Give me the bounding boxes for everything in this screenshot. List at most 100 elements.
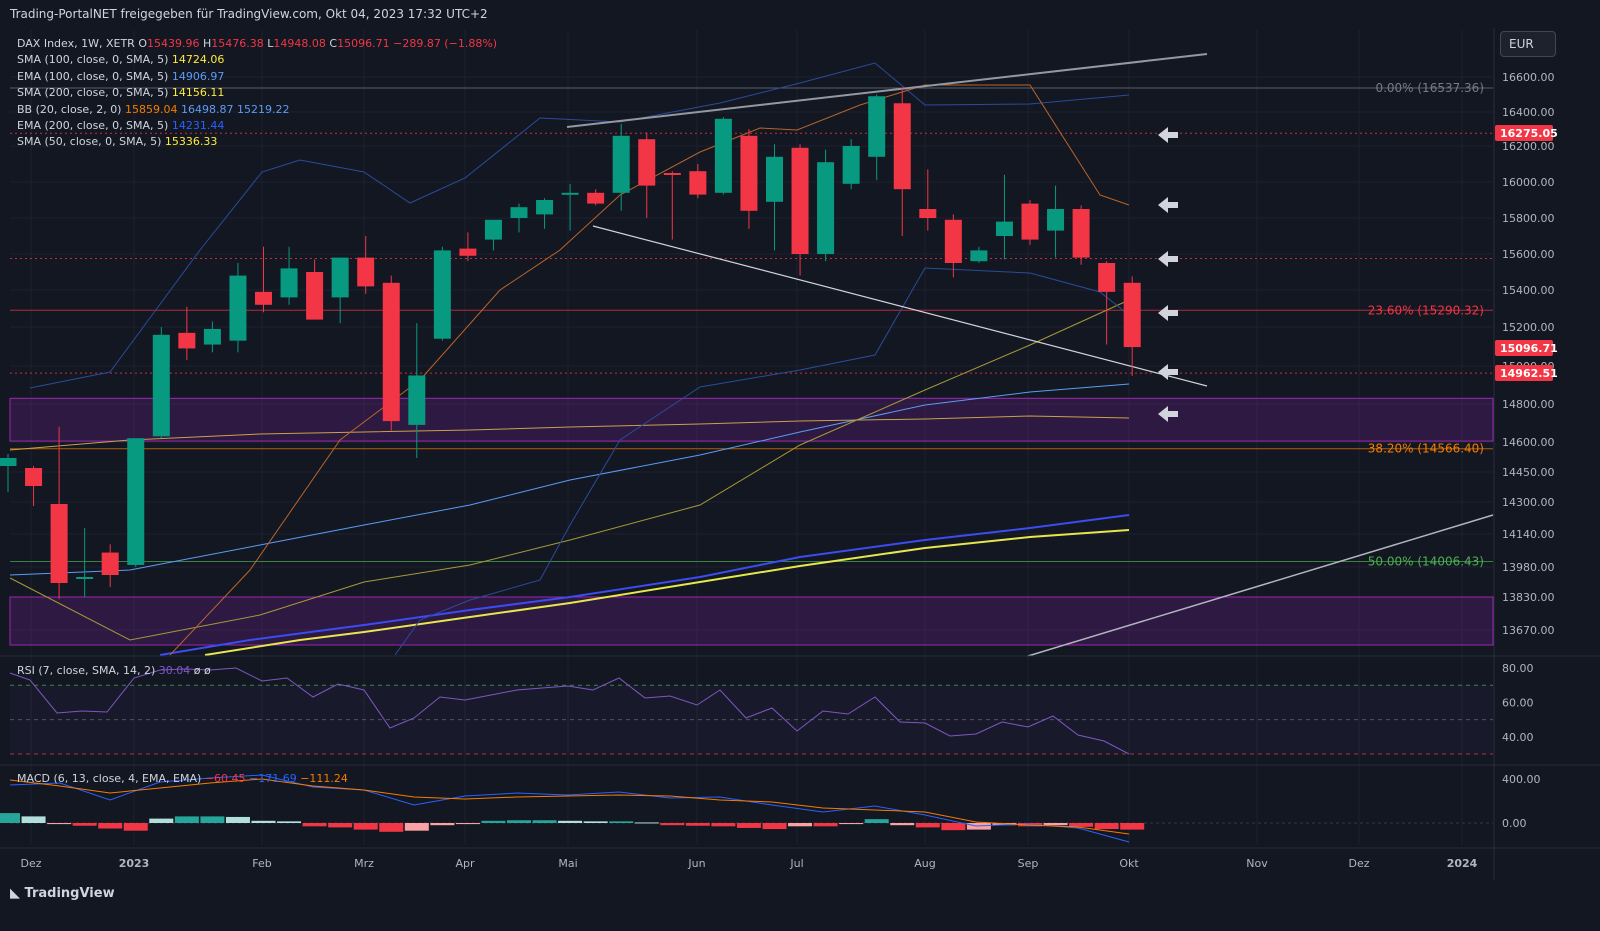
price-tag-label: 16275.05: [1500, 127, 1558, 140]
macd-signal-line: [9, 778, 1130, 835]
macd-histogram-bar: [200, 816, 225, 823]
macd-histogram-bar: [660, 823, 685, 826]
candle: [663, 171, 681, 240]
macd-histogram-bar: [21, 816, 46, 823]
price-tick-label: 14800.00: [1502, 398, 1555, 411]
bb-basis-value: 15859.04: [124, 102, 178, 116]
legend-sma100[interactable]: SMA (100, close, 0, SMA, 5) 14724.06: [17, 52, 497, 68]
macd-tick-label: 400.00: [1502, 773, 1541, 786]
macd-histogram-bar: [507, 820, 531, 823]
candle: [255, 246, 272, 313]
macd-histogram-bar: [1120, 823, 1145, 830]
macd-histogram-bar: [353, 823, 378, 830]
candle-body: [25, 468, 43, 486]
price-tick-label: 15800.00: [1502, 212, 1555, 225]
candle-body: [1072, 209, 1090, 258]
time-axis-label: Apr: [455, 857, 475, 870]
rsi-legend[interactable]: RSI (7, close, SMA, 14, 2) 30.04 ø ø: [17, 664, 211, 677]
candle: [689, 164, 707, 199]
sma50-value: 15336.33: [164, 135, 218, 149]
candle-body: [893, 103, 911, 190]
time-axis-label: Sep: [1018, 857, 1039, 870]
price-tag-label: 14962.51: [1500, 367, 1558, 380]
tradingview-logo-icon: ◣: [10, 886, 25, 901]
candle-body: [766, 156, 783, 202]
macd-legend[interactable]: MACD (6, 13, close, 4, EMA, EMA) −60.45 …: [17, 772, 348, 785]
sma200-line: [204, 529, 1130, 656]
candle-body: [1047, 209, 1065, 231]
tradingview-logo[interactable]: ◣ TradingView: [10, 886, 115, 901]
candle-body: [995, 221, 1013, 236]
candle-body: [101, 552, 119, 575]
candle: [740, 129, 758, 229]
candle-body: [152, 334, 170, 437]
candle: [280, 246, 298, 305]
trendline-bottom: [1027, 514, 1494, 657]
time-axis-label: Okt: [1119, 857, 1139, 870]
bb-lower-line: [394, 267, 1130, 656]
candle: [842, 139, 860, 190]
candle-body: [50, 504, 68, 583]
rsi-tick-label: 40.00: [1502, 731, 1534, 744]
low-value: 14948.08: [273, 37, 326, 50]
time-axis-label: Mrz: [354, 857, 374, 870]
high-value: 15476.38: [211, 37, 264, 50]
candle: [714, 117, 732, 195]
macd-histogram-bar: [98, 823, 123, 829]
macd-histogram-bar: [225, 816, 250, 823]
legend-bb[interactable]: BB (20, close, 2, 0) 15859.04 16498.87 1…: [17, 102, 497, 118]
price-tick-label: 15600.00: [1502, 248, 1555, 261]
candle: [433, 246, 451, 341]
macd-histogram-bar: [890, 823, 915, 826]
macd-histogram-bar: [72, 823, 97, 826]
arrow-icon: [1158, 251, 1178, 267]
bb-upper-line: [29, 62, 1130, 389]
footer: [0, 880, 1600, 911]
candle-body: [357, 257, 375, 287]
candle: [0, 454, 17, 492]
legend-sma50[interactable]: SMA (50, close, 0, SMA, 5) 15336.33: [17, 134, 497, 150]
candle-body: [689, 171, 707, 195]
fib-label-3: 50.00% (14006.43): [1368, 555, 1484, 569]
candle: [101, 544, 119, 587]
legend-ema200[interactable]: EMA (200, close, 0, SMA, 5) 14231.44: [17, 118, 497, 134]
candle-body: [510, 207, 528, 218]
candle: [1098, 261, 1116, 345]
candle-body: [817, 162, 835, 254]
candle: [766, 144, 783, 251]
currency-button[interactable]: EUR: [1500, 31, 1556, 57]
candle-body: [459, 248, 477, 256]
rsi-extra: ø ø: [193, 664, 211, 677]
macd-histogram-bar: [839, 823, 864, 825]
legend-sma200[interactable]: SMA (200, close, 0, SMA, 5) 14156.11: [17, 85, 497, 101]
legend-ema100[interactable]: EMA (100, close, 0, SMA, 5) 14906.97: [17, 69, 497, 85]
macd-histogram-bar: [634, 822, 659, 824]
candle-body: [970, 250, 988, 262]
candle: [357, 236, 375, 294]
candle: [229, 263, 247, 353]
candle-body: [536, 200, 554, 215]
chart-area[interactable]: 0.00% (16537.36) 23.60% (15290.32) 38.20% …: [0, 28, 1600, 880]
candle-body: [76, 577, 94, 579]
sma100-name: SMA (100, close, 0, SMA, 5): [17, 53, 169, 67]
price-tick-label: 15400.00: [1502, 284, 1555, 297]
trendline-mid: [592, 225, 1208, 387]
symbol-name: DAX Index, 1W, XETR: [17, 37, 135, 50]
candle-body: [255, 291, 272, 305]
candle: [408, 323, 426, 458]
candle: [970, 246, 988, 263]
price-tag-bg: [1495, 365, 1553, 381]
macd-histogram-bar: [328, 823, 353, 828]
macd-histogram-bar: [711, 823, 736, 827]
rsi-line: [9, 667, 1130, 755]
rsi-value: 30.04: [158, 664, 191, 677]
macd-histogram-bar: [404, 823, 429, 831]
price-tick-label: 15200.00: [1502, 321, 1555, 334]
macd-hist-value: −60.45: [204, 772, 246, 785]
candle-body: [306, 272, 324, 320]
candle: [919, 169, 937, 231]
candle-body: [1021, 203, 1039, 240]
macd-histogram-bar: [685, 823, 710, 826]
legend-main[interactable]: DAX Index, 1W, XETR O15439.96 H15476.38 …: [17, 36, 497, 52]
candle-body: [714, 118, 732, 193]
